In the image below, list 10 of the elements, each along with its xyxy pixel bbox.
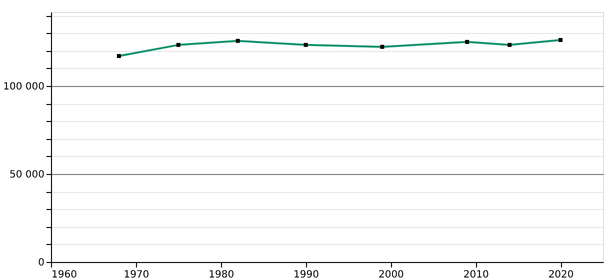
x-tick-label: 1980 <box>208 270 234 280</box>
x-tick-label: 1990 <box>294 270 319 280</box>
x-tick-label: 2000 <box>378 270 404 280</box>
x-tick-label: 2010 <box>463 270 489 280</box>
y-tick-label: 100 000 <box>3 81 44 92</box>
x-tick-label: 1960 <box>52 270 77 280</box>
y-tick-label: 50 000 <box>10 169 44 180</box>
x-tick-label: 2020 <box>548 270 574 280</box>
y-tick-label: 0 <box>38 258 44 268</box>
x-tick-label: 1970 <box>124 270 150 280</box>
